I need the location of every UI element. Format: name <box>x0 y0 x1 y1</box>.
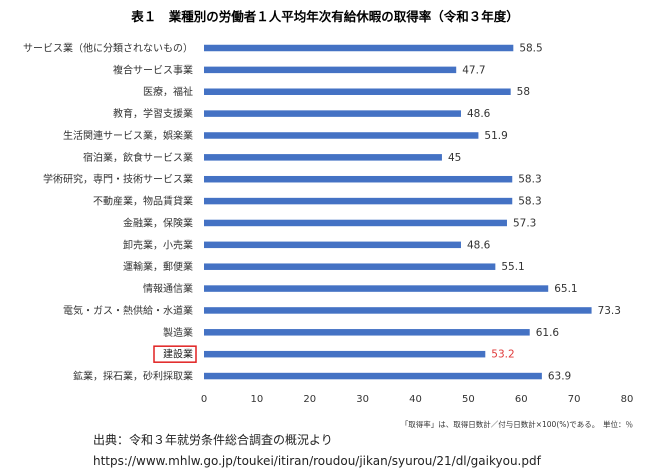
value-label: 63.9 <box>548 371 571 383</box>
category-label: 電気・ガス・熱供給・水道業 <box>63 304 193 317</box>
x-tick-label: 60 <box>515 394 528 405</box>
bars <box>204 44 592 380</box>
value-label: 55.1 <box>501 261 524 273</box>
chart-title: 表１ 業種別の労働者１人平均年次有給休暇の取得率（令和３年度） <box>130 9 519 24</box>
x-tick-label: 0 <box>201 394 207 405</box>
category-label: 鉱業，採石業，砂利採取業 <box>73 370 193 383</box>
bar <box>204 219 507 227</box>
x-tick-label: 30 <box>356 394 369 405</box>
bar <box>204 372 542 380</box>
value-label: 58.3 <box>518 174 541 186</box>
value-label: 58 <box>517 86 530 98</box>
category-label: 建設業 <box>163 348 193 361</box>
x-tick-label: 40 <box>409 394 422 405</box>
source-url: https://www.mhlw.go.jp/toukei/itiran/rou… <box>93 454 541 468</box>
category-label: 運輸業，郵便業 <box>123 260 193 273</box>
bar <box>204 263 496 270</box>
bar <box>204 197 513 205</box>
bar <box>204 175 513 183</box>
chart-note: 「取得率」は、取得日数計／付与日数計×100(%)である。 単位：％ <box>401 419 633 429</box>
value-label: 48.6 <box>467 108 491 120</box>
x-tick-label: 50 <box>462 394 475 405</box>
bar <box>204 285 549 292</box>
category-label: 製造業 <box>163 326 193 339</box>
category-label: 学術研究，専門・技術サービス業 <box>43 173 193 186</box>
value-label: 61.6 <box>536 327 560 339</box>
highlight-box <box>153 345 197 363</box>
category-label: 不動産業，物品賃貸業 <box>93 195 193 208</box>
bar <box>204 132 479 139</box>
category-label: 情報通信業 <box>143 282 193 295</box>
value-labels: 58.5 47.7 58 48.6 51.9 45 58.3 58.3 57.3 48.6 55.1… <box>448 43 621 383</box>
value-label: 47.7 <box>462 64 485 76</box>
x-axis: 0 10 20 30 40 50 60 70 80 <box>201 394 634 405</box>
category-label: 卸売業，小売業 <box>123 238 193 251</box>
bar <box>204 44 514 52</box>
x-tick-label: 20 <box>303 394 316 405</box>
bar <box>204 329 530 336</box>
bar <box>204 154 442 161</box>
category-label: 医療，福祉 <box>143 85 193 98</box>
value-label: 58.5 <box>519 43 542 55</box>
category-label: 教育，学習支援業 <box>113 107 193 120</box>
category-label: 生活関連サービス業，娯楽業 <box>63 129 193 142</box>
value-label: 53.2 <box>491 349 514 361</box>
bar <box>204 350 486 358</box>
value-label: 65.1 <box>554 283 577 295</box>
x-tick-label: 10 <box>251 394 264 405</box>
value-label: 48.6 <box>467 239 491 251</box>
value-label: 73.3 <box>598 305 621 317</box>
x-tick-label: 80 <box>621 394 634 405</box>
bar <box>204 66 457 74</box>
source-caption: 出典：令和３年就労条件総合調査の概況より <box>93 433 333 447</box>
bar <box>204 88 511 95</box>
category-label: 宿泊業，飲食サービス業 <box>83 151 193 164</box>
x-tick-label: 70 <box>568 394 581 405</box>
value-label: 57.3 <box>513 217 536 229</box>
bar <box>204 241 461 249</box>
bar <box>204 110 461 117</box>
category-label: 金融業，保険業 <box>123 216 193 229</box>
value-label: 51.9 <box>484 130 507 142</box>
bar <box>204 307 592 314</box>
value-label: 58.3 <box>518 196 541 208</box>
value-label: 45 <box>448 152 461 164</box>
category-label: 複合サービス事業 <box>113 63 193 76</box>
bar-chart: 表１ 業種別の労働者１人平均年次有給休暇の取得率（令和３年度） サービス業（他に… <box>23 9 634 429</box>
category-label: サービス業（他に分類されないもの） <box>23 42 193 55</box>
category-labels: サービス業（他に分類されないもの） 複合サービス事業医療，福祉教育，学習支援業生活… <box>23 42 197 383</box>
